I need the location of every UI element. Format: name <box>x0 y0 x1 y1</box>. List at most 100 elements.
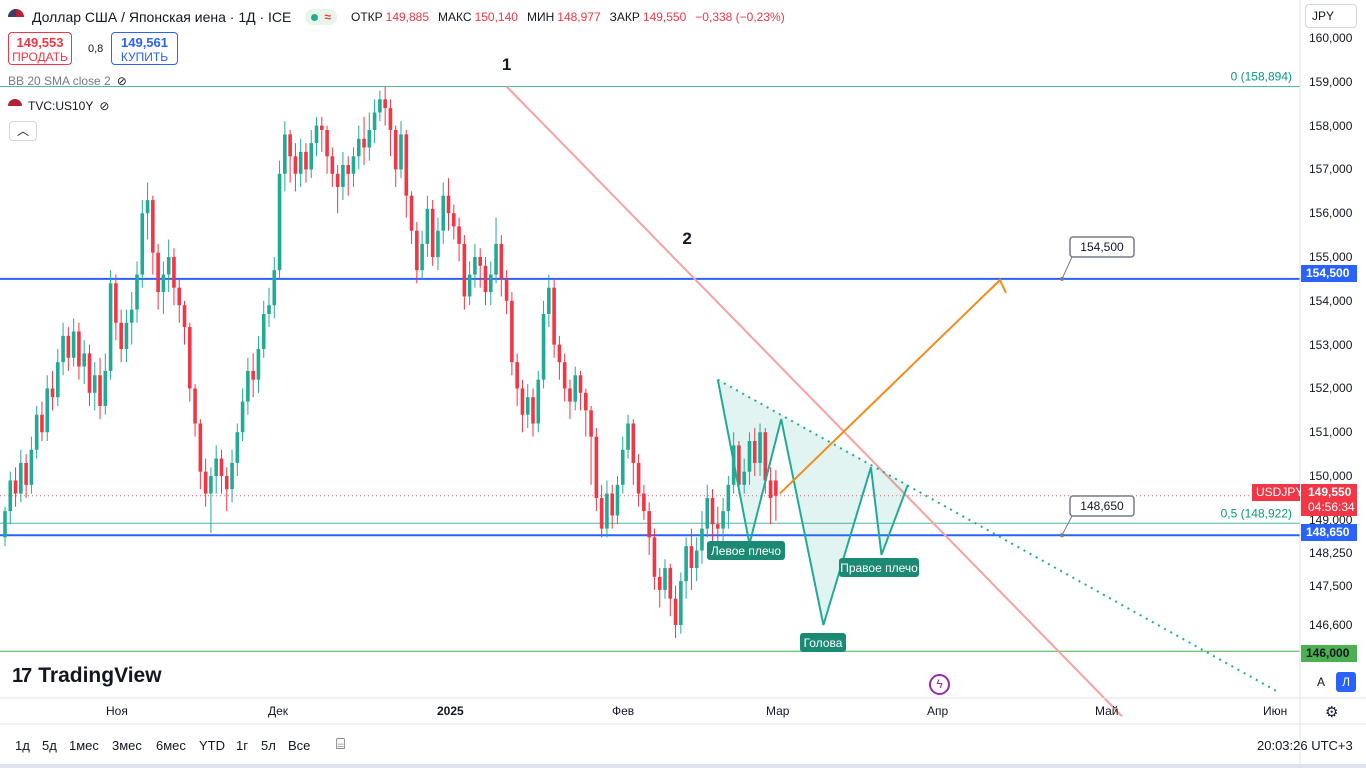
timeframe-button[interactable]: 5л <box>261 738 276 753</box>
candle <box>267 287 271 328</box>
candle <box>77 322 81 380</box>
time-tick-label: Ноя <box>106 704 128 718</box>
time-tick-label: Апр <box>927 704 949 718</box>
time-tick-label: Дек <box>268 704 289 718</box>
candle <box>689 528 694 590</box>
candle <box>441 182 446 244</box>
candle <box>642 484 646 520</box>
timeframe-button[interactable]: 1г <box>236 738 248 753</box>
candle <box>626 414 630 459</box>
candle-body <box>620 449 625 485</box>
tv-mark-icon: 17 <box>12 664 32 687</box>
timeframe-button[interactable]: 6мес <box>156 738 186 753</box>
auto-scale-toggle[interactable]: A <box>1316 675 1325 689</box>
candle-body <box>404 134 409 196</box>
candle <box>325 125 329 174</box>
candle <box>541 300 546 389</box>
candle-body <box>758 432 762 463</box>
candle <box>721 497 725 542</box>
candle <box>573 366 578 411</box>
low-label: МИН <box>526 10 555 24</box>
candle-body <box>552 287 556 345</box>
candle <box>536 370 541 433</box>
candle <box>256 335 261 393</box>
candle <box>198 419 203 490</box>
tradingview-logo[interactable]: 17 TradingView <box>12 664 162 688</box>
candle <box>103 353 108 415</box>
candle <box>251 353 255 398</box>
timeframe-button[interactable]: Все <box>288 738 311 753</box>
candle-body <box>689 546 694 569</box>
pattern-label: Голова <box>804 636 843 650</box>
candle <box>483 257 488 306</box>
candle-body <box>510 300 514 363</box>
candle <box>98 357 102 420</box>
candle-body <box>626 423 630 450</box>
calendar-range-icon[interactable]: ⌸ <box>336 736 346 753</box>
log-scale-toggle[interactable]: Л <box>1336 672 1356 692</box>
lightning-icon[interactable]: ϟ <box>929 674 950 695</box>
candle <box>631 419 636 485</box>
timeframe-button[interactable]: 5д <box>42 738 57 753</box>
time-tick-label: 2025 <box>437 704 464 718</box>
compare-legend[interactable]: TVC:US10Y ⊘ <box>8 99 109 113</box>
wave-label: 1 <box>502 55 511 74</box>
callout-anchor <box>1060 533 1064 538</box>
candle <box>309 129 314 179</box>
candle <box>589 405 593 485</box>
candle-body <box>378 99 382 113</box>
wave-icon: ≈ <box>324 10 331 24</box>
candle-body <box>3 511 7 538</box>
candle-body <box>515 362 519 389</box>
chevron-up-icon[interactable]: ︿ <box>9 121 37 141</box>
market-status-badge[interactable]: ≈ <box>305 9 337 25</box>
eye-off-icon[interactable]: ⊘ <box>99 99 110 113</box>
candle-body <box>636 462 641 494</box>
candle-body <box>473 257 477 275</box>
wave-label: 2 <box>682 229 691 248</box>
timeframe-button[interactable]: 1д <box>15 738 30 753</box>
price-tick-label: 147,500 <box>1309 578 1353 593</box>
candle-body <box>98 375 102 406</box>
bb-indicator-legend[interactable]: BB 20 SMA close 2 ⊘ <box>8 74 127 88</box>
currency-select[interactable]: JPY <box>1305 4 1357 28</box>
timeframe-button[interactable]: 1мес <box>69 738 99 753</box>
candle <box>272 257 277 319</box>
candle-body <box>351 156 356 174</box>
candle-body <box>536 379 541 424</box>
symbol-title[interactable]: Доллар США / Японская иена · 1Д · ICE <box>32 9 292 25</box>
candle <box>145 182 150 240</box>
change-value: −0,338 (−0,23%) <box>695 10 785 24</box>
time-tick-label: Май <box>1095 704 1119 718</box>
buy-button[interactable]: 149,561 КУПИТЬ <box>111 32 178 65</box>
candle-body <box>679 581 683 625</box>
candle <box>657 568 662 608</box>
candle <box>752 427 757 477</box>
clock[interactable]: 20:03:26 UTC+3 <box>1257 738 1353 753</box>
candle-body <box>721 511 725 529</box>
candle-body <box>61 335 65 363</box>
candle <box>8 471 13 525</box>
candle <box>362 116 366 166</box>
gear-icon[interactable]: ⚙ <box>1325 704 1339 721</box>
last-price: 149,550 <box>1308 485 1352 499</box>
eye-off-icon[interactable]: ⊘ <box>116 74 127 88</box>
candle-body <box>45 388 50 433</box>
candle <box>108 270 113 380</box>
candle <box>230 449 234 503</box>
candle-body <box>124 322 129 350</box>
candle-body <box>188 327 192 389</box>
candle <box>188 322 192 402</box>
candle-body <box>267 305 271 314</box>
candle <box>235 423 240 477</box>
candle <box>452 204 456 240</box>
candle-body <box>356 138 361 157</box>
candle-body <box>541 313 546 380</box>
sell-button[interactable]: 149,553 ПРОДАТЬ <box>8 32 72 65</box>
timeframe-button[interactable]: 3мес <box>112 738 142 753</box>
candle <box>19 449 23 503</box>
timeframe-button[interactable]: YTD <box>199 738 225 753</box>
candle <box>182 300 187 345</box>
